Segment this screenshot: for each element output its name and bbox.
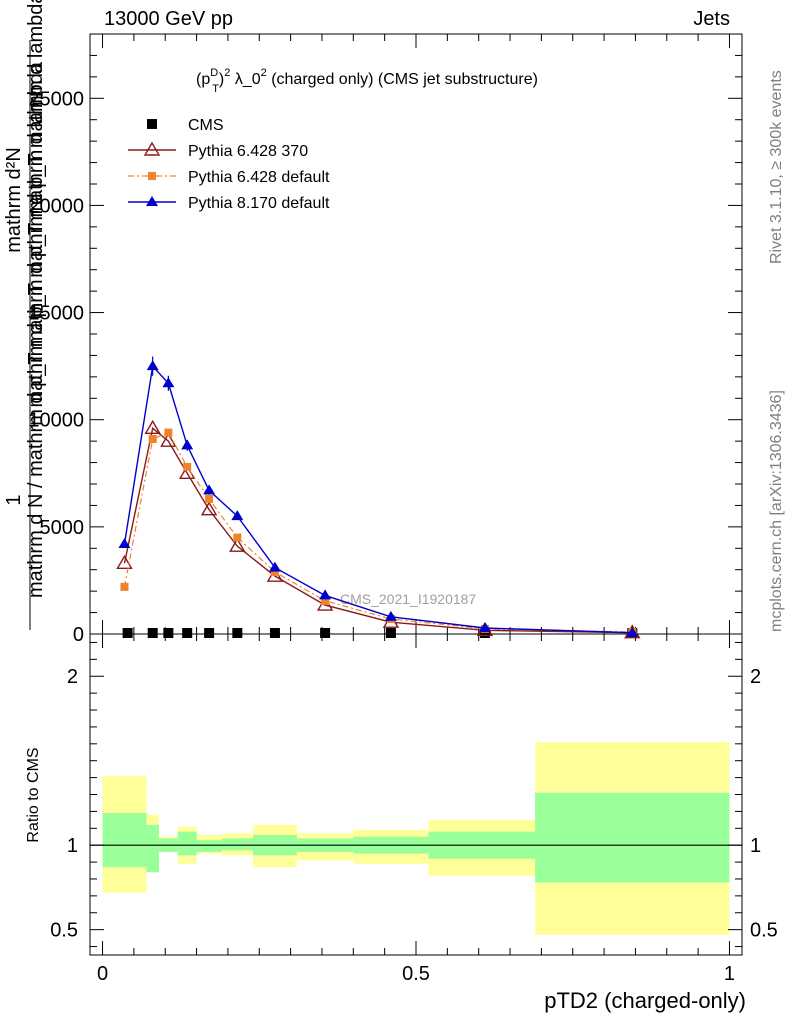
cms-point xyxy=(147,628,158,638)
main-y-label-numerator: 1 xyxy=(3,494,25,505)
main-y-label-denominator: mathrm d p_T mathrm d p_T mathrm d lambd… xyxy=(25,0,47,407)
category-label: Jets xyxy=(693,8,730,30)
legend-marker-pythia-6-428-370 xyxy=(143,141,161,156)
ratio-y-tick-label-left: 2 xyxy=(67,666,78,688)
pythia-6-428-370-point xyxy=(160,432,177,447)
cms-point xyxy=(122,628,133,638)
ratio-inner-band-0 xyxy=(102,813,147,868)
main-y-label-d2n: mathrm d²N xyxy=(3,147,25,253)
pythia-8-170-default-point xyxy=(203,484,216,495)
ratio-y-axis-label: Ratio to CMS xyxy=(25,747,42,842)
pythia-8-170-default-point xyxy=(231,510,244,521)
pythia-8-170-default-point xyxy=(181,439,194,450)
main-y-tick-label: 20000 xyxy=(28,195,84,217)
ratio-y-tick-label-left: 0.5 xyxy=(50,920,78,942)
legend-label-cms: CMS xyxy=(188,117,224,134)
analysis-watermark: CMS_2021_I1920187 xyxy=(340,591,476,607)
pythia-6-428-default-point xyxy=(233,533,242,542)
legend-marker-pythia-8-170-default xyxy=(146,196,158,206)
pythia-6-428-default-point xyxy=(120,582,129,591)
pythia-8-170-default-point xyxy=(478,622,491,632)
ratio-y-tick-label-right: 1 xyxy=(750,835,761,857)
pythia-6-428-370-point xyxy=(144,419,161,434)
pythia-6-428-default-point xyxy=(270,567,279,576)
pythia-6-428-default-point xyxy=(321,596,330,605)
pythia-6-428-default-point xyxy=(183,462,192,471)
main-y-tick-label: 15000 xyxy=(28,303,84,325)
legend-marker-pythia-6-428-default xyxy=(148,172,156,180)
pythia-6-428-default-point xyxy=(148,435,157,443)
main-y-tick-label: 25000 xyxy=(28,88,84,110)
legend-label-pythia-8-170-default: Pythia 8.170 default xyxy=(188,195,330,212)
energy-label: 13000 GeV pp xyxy=(104,8,233,30)
pythia-8-170-default-point xyxy=(268,561,281,572)
cms-point xyxy=(182,628,193,638)
main-y-tick-label: 5000 xyxy=(40,517,85,539)
ratio-inner-band-1 xyxy=(146,824,159,873)
pythia-6-428-370-line xyxy=(123,427,633,634)
ratio-inner-band-3 xyxy=(177,831,197,856)
main-y-tick-label: 10000 xyxy=(28,410,84,432)
ratio-inner-band-4 xyxy=(196,840,222,852)
pythia-8-170-default-point xyxy=(384,610,397,621)
main-y-tick-label: 0 xyxy=(73,624,84,646)
pythia-6-428-370-point xyxy=(116,554,133,569)
x-tick-label: 1 xyxy=(724,963,735,985)
cms-point xyxy=(320,628,331,638)
ratio-y-tick-label-right: 0.5 xyxy=(750,920,778,942)
pythia-8-170-default-point xyxy=(626,626,639,637)
cms-point xyxy=(204,628,215,638)
ratio-inner-band-10 xyxy=(535,792,730,883)
legend-marker-cms xyxy=(147,119,157,129)
chart-title: (pD T)2 λ_02 (charged only) (CMS jet subs… xyxy=(196,67,538,95)
pythia-6-428-370-point xyxy=(229,537,246,552)
x-tick-label: 0 xyxy=(97,963,108,985)
cms-point xyxy=(163,628,174,638)
ratio-y-tick-label-left: 1 xyxy=(67,835,78,857)
legend-label-pythia-6-428-default: Pythia 6.428 default xyxy=(188,169,330,186)
pythia-6-428-default-point xyxy=(205,495,214,503)
ratio-y-tick-label-right: 2 xyxy=(750,666,761,688)
ratio-inner-band-5 xyxy=(221,838,253,851)
x-axis-label: pTD2 (charged-only) xyxy=(544,988,746,1013)
pythia-6-428-default-point xyxy=(164,428,173,437)
cms-point xyxy=(269,628,280,638)
x-tick-label: 0.5 xyxy=(402,963,430,985)
pythia-6-428-370-point xyxy=(200,501,218,516)
cms-point xyxy=(385,628,396,638)
pythia-8-170-default-point xyxy=(319,589,332,600)
pythia-8-170-default-point xyxy=(118,538,131,548)
cms-point xyxy=(232,628,243,638)
pythia-8-170-default-point xyxy=(146,360,159,371)
cms-point xyxy=(479,628,490,638)
legend-label-pythia-6-428-370: Pythia 6.428 370 xyxy=(188,143,308,160)
pythia-8-170-default-point xyxy=(162,377,175,388)
